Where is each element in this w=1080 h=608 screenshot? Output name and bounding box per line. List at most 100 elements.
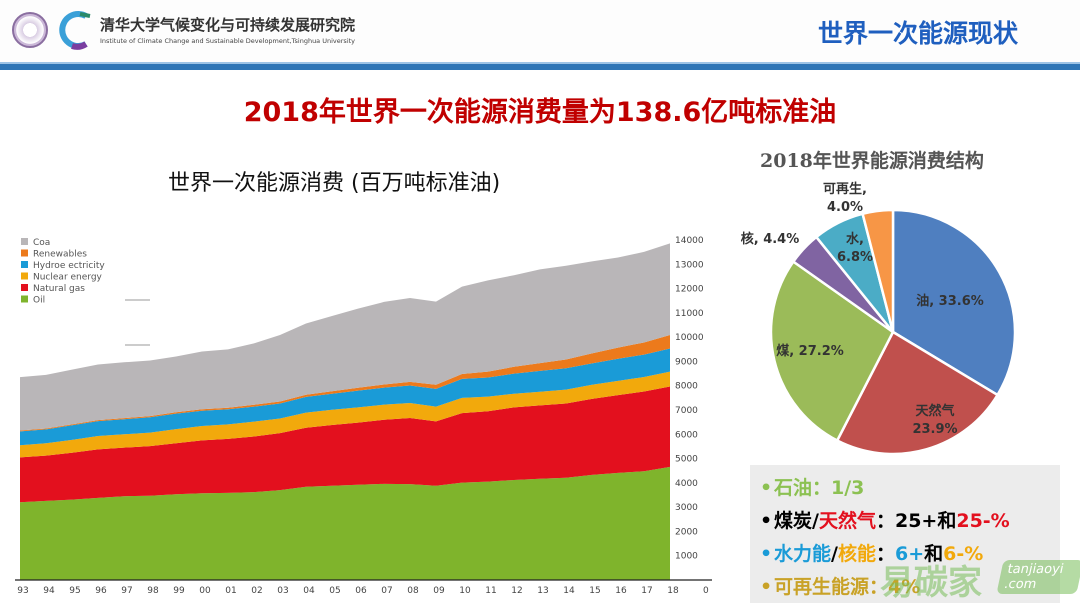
y-tick-label: 6000	[675, 430, 698, 440]
watermark-logo: 易碳家	[880, 563, 982, 603]
x-tick-label: 04	[303, 586, 315, 596]
y-tick-label: 10000	[675, 333, 704, 343]
institute-name-cn: 清华大学气候变化与可持续发展研究院	[100, 16, 356, 34]
summary-text: 煤炭/	[774, 510, 819, 532]
stacked-area-chart: 93 94 95 96 97 98 99 00 01 02 03 04 05 06 07 08 09 10 11 12…	[15, 236, 712, 596]
x-tick-label: 03	[277, 586, 288, 596]
institute-c-logo	[59, 11, 91, 50]
legend-label: Hydroe ectricity	[33, 261, 105, 271]
section-title: 世界一次能源现状	[818, 19, 1019, 48]
area-chart-title: 世界一次能源消费 (百万吨标准油)	[168, 171, 501, 196]
pie-chart: 油, 33.6% 天然气 23.9% 煤, 27.2% 核, 4.4% 水, 6.8% 可再生…	[741, 181, 1017, 456]
pie-label-value: 6.8%	[837, 250, 873, 265]
y-tick-label: 1000	[675, 552, 698, 562]
summary-text: ：25+和	[875, 510, 957, 532]
pie-label: 煤, 27.2%	[776, 343, 844, 359]
x-tick-label: 95	[69, 586, 80, 596]
area-natural-gas	[20, 386, 670, 503]
tsinghua-seal-logo	[12, 12, 48, 48]
legend-swatch	[21, 272, 28, 280]
pie-label: 水,	[846, 231, 864, 247]
pie-slice-2	[769, 259, 895, 443]
x-tick-label: 10	[459, 586, 471, 596]
x-tick-label: 18	[667, 586, 679, 596]
x-tick-label: 94	[43, 586, 55, 596]
x-tick-label: 13	[537, 586, 548, 596]
x-tick-label: 93	[17, 586, 28, 596]
x-tick-label: 16	[615, 586, 627, 596]
y-tick-label: 14000	[675, 236, 704, 246]
y-tick-label: 2000	[675, 527, 698, 537]
pie-chart-title: 2018年世界能源消费结构	[760, 150, 984, 172]
x-tick-label: 01	[225, 586, 236, 596]
legend-swatch	[21, 295, 28, 303]
x-tick-label: 14	[563, 586, 575, 596]
pie-slice-1	[835, 330, 1000, 456]
x-tick-label: 15	[589, 586, 600, 596]
summary-text: ：	[875, 543, 895, 565]
x-tick-label: 98	[147, 586, 159, 596]
bullet-icon: •	[760, 510, 773, 532]
x-tick-label: 96	[95, 586, 107, 596]
summary-line: •石油：1/3	[760, 473, 864, 500]
summary-box: •石油：1/3 •煤炭/天然气：25+和25-% •水力能/核能：6+和6-% •可再…	[750, 465, 1060, 603]
summary-text: 石油：1/3	[774, 477, 865, 499]
legend-label: Coa	[33, 238, 50, 248]
x-tick-label: 11	[485, 586, 496, 596]
summary-line: •水力能/核能：6+和6-%	[760, 539, 983, 566]
x-tick-label: 07	[381, 586, 392, 596]
summary-text: 核能	[837, 543, 876, 565]
x-tick-label: 02	[251, 586, 262, 596]
institute-name-en: Institute of Climate Change and Sustaina…	[100, 37, 356, 45]
bullet-icon: •	[760, 543, 773, 565]
legend-label: Renewables	[33, 250, 87, 260]
x-tick-label: 99	[173, 586, 185, 596]
x-tick-label: 05	[329, 586, 340, 596]
y-tick-label: 11000	[675, 309, 704, 319]
headline: 2018年世界一次能源消费量为138.6亿吨标准油	[243, 97, 837, 128]
legend-swatch	[21, 249, 28, 257]
pie-label-value: 4.0%	[827, 200, 863, 215]
pie-label: 可再生,	[823, 181, 867, 197]
y-tick-label: 13000	[675, 260, 704, 270]
pie-slice-0	[891, 208, 1017, 397]
area-nuclear-energy	[20, 371, 670, 458]
y-tick-label: 7000	[675, 406, 698, 416]
y-tick-label: 5000	[675, 455, 698, 465]
pie-label: 油, 33.6%	[916, 293, 984, 309]
watermark-url: tanjiaoyi .com	[996, 560, 1080, 594]
y-tick-label: 4000	[675, 479, 698, 489]
legend-swatch	[21, 238, 28, 245]
y-tick-label: 8000	[675, 382, 698, 392]
summary-text: 6+	[895, 543, 925, 565]
summary-text: 可再生能源：4%	[774, 576, 921, 598]
bullet-icon: •	[760, 477, 773, 499]
x-tick-label: 00	[199, 586, 211, 596]
bullet-icon: •	[760, 576, 773, 598]
pie-label: 核, 4.4%	[741, 231, 800, 247]
summary-text: 水力能	[774, 543, 832, 565]
legend-label: Oil	[33, 296, 45, 306]
y-tick-label: 3000	[675, 503, 698, 513]
summary-text: 6-%	[943, 543, 984, 565]
summary-text: 和	[924, 543, 944, 565]
pie-slice-5	[861, 208, 895, 333]
summary-text: 25-%	[956, 510, 1010, 532]
area-coal	[20, 243, 670, 431]
x-tick-label: 08	[407, 586, 419, 596]
x-tick-label: 97	[121, 586, 132, 596]
legend-swatch	[21, 284, 28, 291]
x-tick-label: 17	[641, 586, 652, 596]
y-tick-label: 0	[703, 586, 709, 596]
summary-text: /	[831, 543, 838, 565]
y-tick-label: 9000	[675, 357, 698, 367]
legend-swatch	[21, 261, 28, 268]
y-tick-label: 12000	[675, 285, 704, 295]
summary-line: •煤炭/天然气：25+和25-%	[760, 506, 1010, 533]
legend-label: Nuclear energy	[33, 273, 103, 283]
pie-label-value: 23.9%	[912, 422, 957, 437]
x-tick-label: 06	[355, 586, 367, 596]
header-divider	[0, 62, 1080, 70]
legend-label: Natural gas	[33, 284, 85, 294]
x-tick-label: 09	[433, 586, 445, 596]
